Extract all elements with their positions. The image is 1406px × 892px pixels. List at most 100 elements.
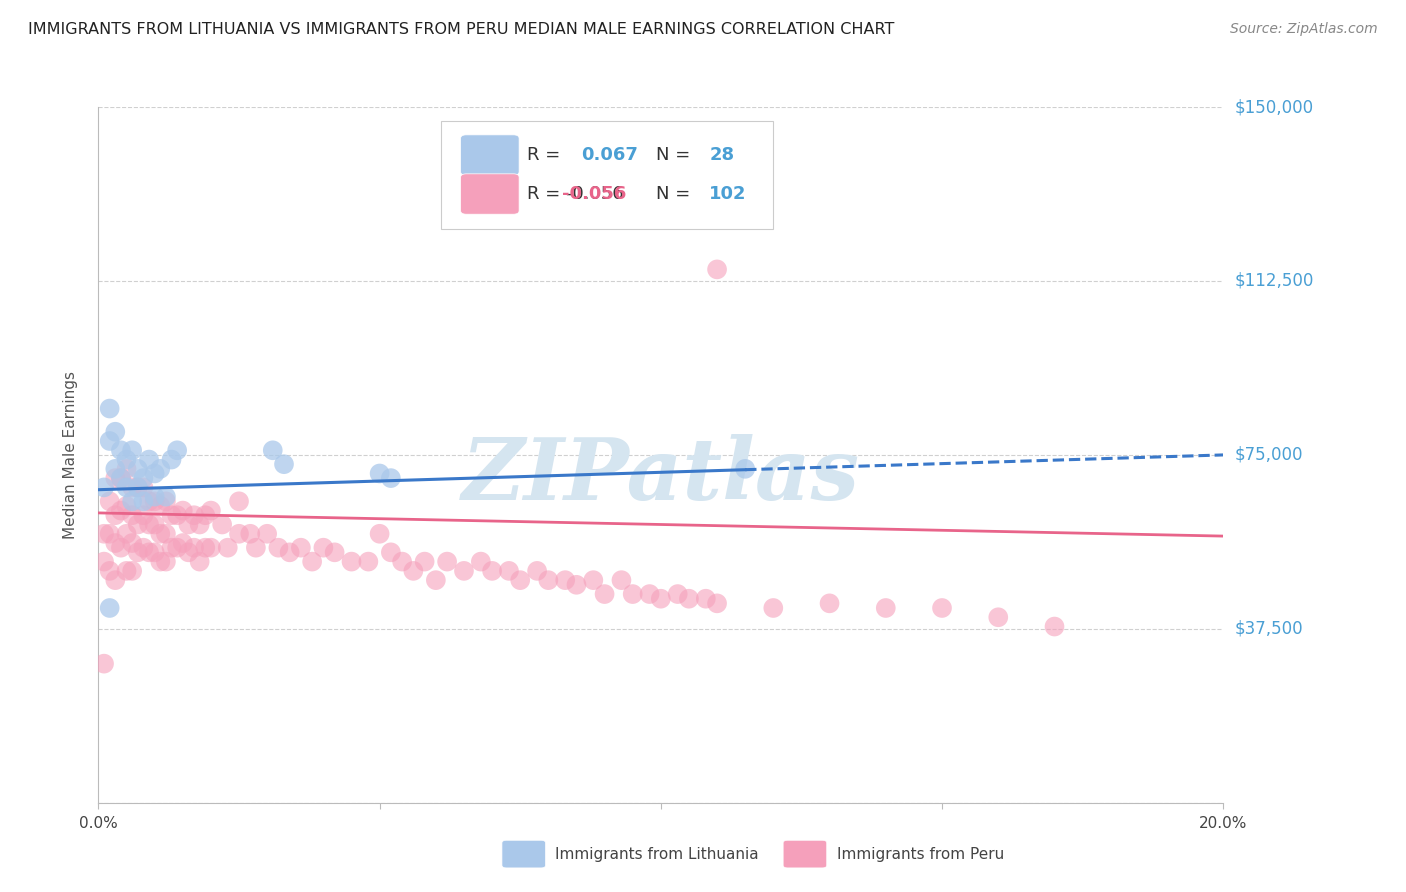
- Point: [110, 443, 132, 458]
- Point: [177, 517, 200, 532]
- Point: [110, 503, 132, 517]
- Point: [402, 564, 425, 578]
- Point: [155, 494, 177, 508]
- Point: [762, 601, 785, 615]
- Point: [695, 591, 717, 606]
- Point: [987, 610, 1010, 624]
- Point: [278, 545, 301, 559]
- Point: [217, 541, 239, 555]
- FancyBboxPatch shape: [461, 135, 519, 175]
- Point: [143, 494, 166, 508]
- Point: [734, 462, 756, 476]
- Point: [413, 555, 436, 569]
- Point: [132, 508, 155, 523]
- Point: [610, 573, 633, 587]
- Point: [368, 526, 391, 541]
- Point: [526, 564, 548, 578]
- Point: [121, 480, 143, 494]
- Point: [380, 471, 402, 485]
- Point: [104, 462, 127, 476]
- Point: [368, 467, 391, 481]
- Point: [121, 508, 143, 523]
- Point: [143, 490, 166, 504]
- Point: [200, 541, 222, 555]
- Point: [110, 471, 132, 485]
- Point: [481, 564, 503, 578]
- Point: [121, 494, 143, 508]
- Point: [138, 517, 160, 532]
- Text: 0.0%: 0.0%: [79, 816, 118, 831]
- Point: [509, 573, 531, 587]
- Text: IMMIGRANTS FROM LITHUANIA VS IMMIGRANTS FROM PERU MEDIAN MALE EARNINGS CORRELATI: IMMIGRANTS FROM LITHUANIA VS IMMIGRANTS …: [28, 22, 894, 37]
- Point: [115, 499, 138, 513]
- Point: [155, 555, 177, 569]
- Point: [357, 555, 380, 569]
- Point: [98, 601, 121, 615]
- Y-axis label: Median Male Earnings: Median Male Earnings: [63, 371, 77, 539]
- Point: [177, 545, 200, 559]
- Point: [582, 573, 605, 587]
- Point: [323, 545, 346, 559]
- Point: [267, 541, 290, 555]
- FancyBboxPatch shape: [461, 174, 519, 214]
- Point: [98, 526, 121, 541]
- Point: [470, 555, 492, 569]
- Text: $150,000: $150,000: [1234, 98, 1313, 116]
- Point: [194, 508, 217, 523]
- Point: [155, 490, 177, 504]
- Point: [127, 545, 149, 559]
- FancyBboxPatch shape: [441, 121, 773, 229]
- Point: [104, 471, 127, 485]
- Point: [149, 462, 172, 476]
- Point: [875, 601, 897, 615]
- Point: [537, 573, 560, 587]
- Point: [593, 587, 616, 601]
- Point: [621, 587, 644, 601]
- Text: 20.0%: 20.0%: [1199, 816, 1247, 831]
- Point: [104, 425, 127, 439]
- Text: $37,500: $37,500: [1234, 620, 1303, 638]
- Point: [183, 508, 205, 523]
- Point: [160, 508, 183, 523]
- Text: 0.067: 0.067: [581, 146, 638, 164]
- Point: [98, 434, 121, 448]
- Point: [127, 480, 149, 494]
- Text: N =: N =: [657, 146, 690, 164]
- Point: [256, 526, 278, 541]
- Point: [132, 541, 155, 555]
- Point: [138, 494, 160, 508]
- Point: [706, 262, 728, 277]
- Text: Immigrants from Lithuania: Immigrants from Lithuania: [555, 847, 759, 862]
- Point: [290, 541, 312, 555]
- Point: [706, 596, 728, 610]
- Point: [391, 555, 413, 569]
- Point: [301, 555, 323, 569]
- Point: [115, 480, 138, 494]
- Text: -0.056: -0.056: [562, 185, 626, 203]
- Point: [312, 541, 335, 555]
- Point: [453, 564, 475, 578]
- Point: [172, 503, 194, 517]
- Point: [115, 526, 138, 541]
- Text: Source: ZipAtlas.com: Source: ZipAtlas.com: [1230, 22, 1378, 37]
- Text: 102: 102: [709, 185, 747, 203]
- Point: [1043, 619, 1066, 633]
- Point: [98, 564, 121, 578]
- Point: [138, 545, 160, 559]
- Point: [228, 494, 250, 508]
- Point: [110, 471, 132, 485]
- Point: [211, 517, 233, 532]
- Point: [262, 443, 284, 458]
- Point: [155, 526, 177, 541]
- Point: [638, 587, 661, 601]
- Point: [104, 508, 127, 523]
- Point: [172, 536, 194, 550]
- Point: [818, 596, 841, 610]
- Point: [188, 555, 211, 569]
- Point: [245, 541, 267, 555]
- Point: [93, 555, 115, 569]
- Point: [121, 564, 143, 578]
- Point: [127, 517, 149, 532]
- Point: [425, 573, 447, 587]
- Point: [143, 517, 166, 532]
